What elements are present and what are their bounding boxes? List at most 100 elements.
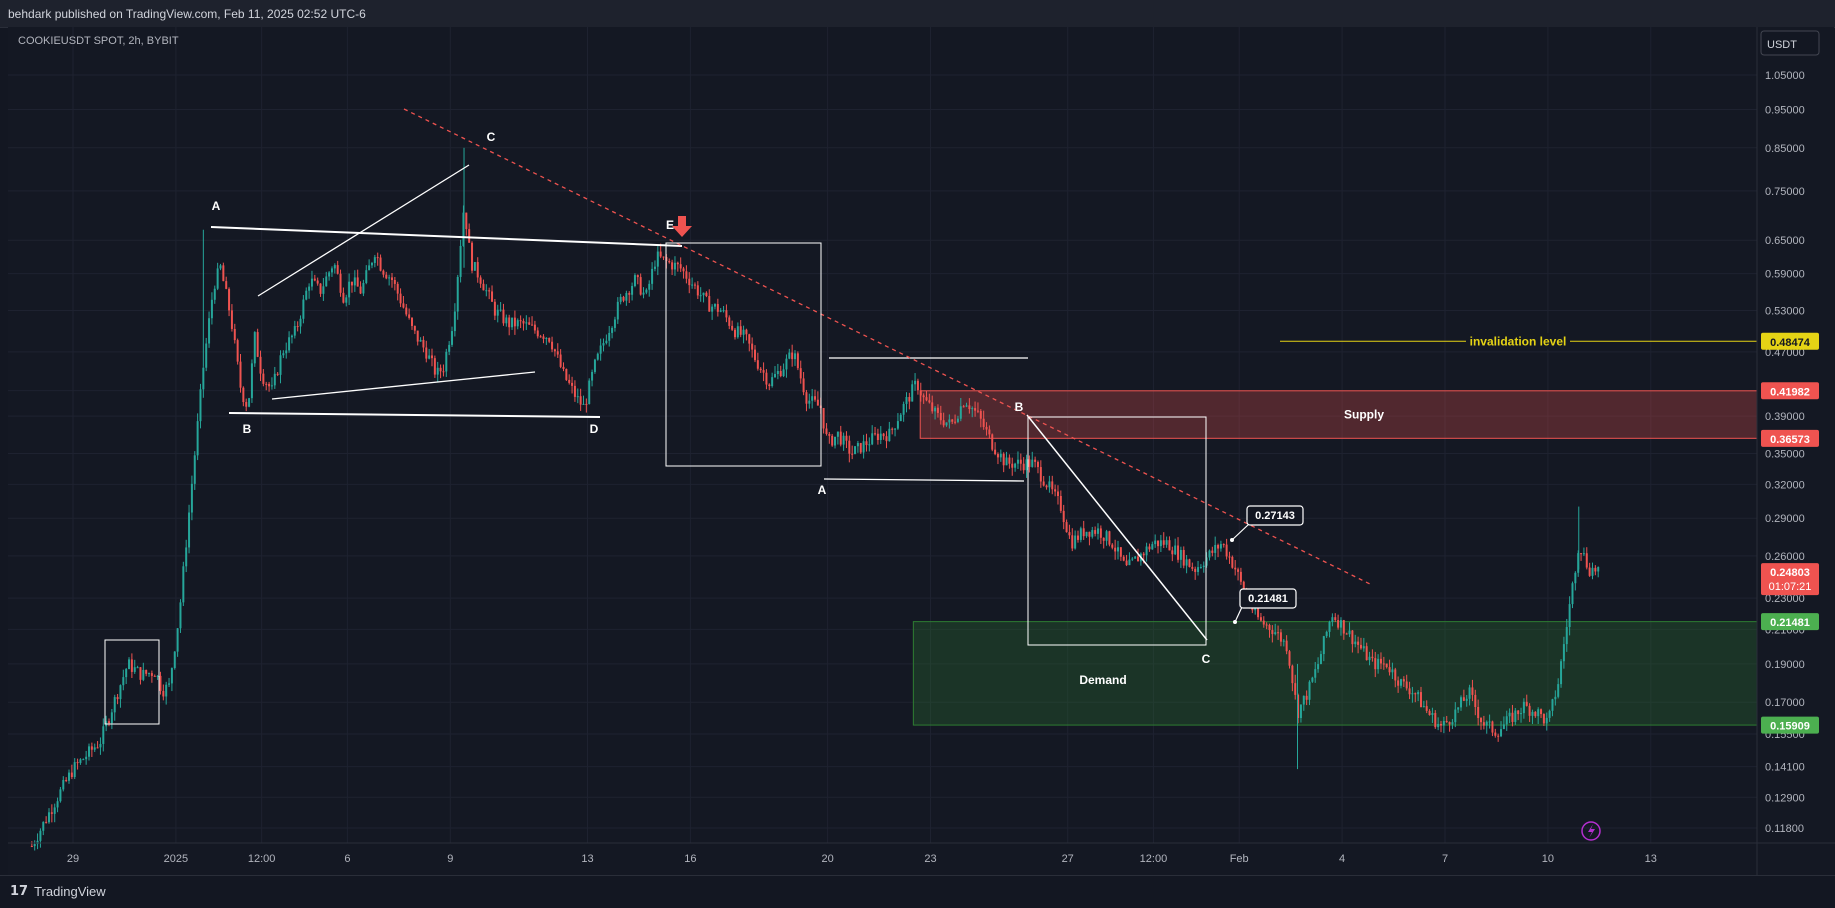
- candle-body: [1102, 537, 1105, 541]
- candle-body: [1019, 459, 1022, 464]
- candle-body: [130, 659, 133, 672]
- candle-body: [571, 382, 574, 386]
- countdown-label: 01:07:21: [1769, 581, 1812, 593]
- candle-body: [165, 684, 168, 697]
- candle-body: [142, 669, 145, 680]
- candle-body: [253, 332, 256, 364]
- candle-body: [262, 373, 265, 384]
- callout-dot: [1233, 620, 1237, 624]
- candle-body: [1488, 721, 1491, 723]
- demand-zone: [912, 621, 1758, 726]
- candle-body: [791, 352, 794, 360]
- candle-body: [1048, 481, 1051, 488]
- candle-body: [519, 320, 522, 322]
- x-tick-label: 4: [1339, 853, 1345, 865]
- lightning-icon[interactable]: [1581, 821, 1601, 841]
- candle-body: [768, 384, 771, 387]
- candle-body: [99, 743, 102, 748]
- candle-body: [90, 746, 93, 750]
- candle-body: [911, 384, 914, 402]
- candle-body: [225, 281, 228, 289]
- price-label-value: 0.48474: [1770, 337, 1811, 349]
- candle-body: [1357, 641, 1360, 645]
- candle-body: [465, 212, 468, 230]
- candle-body: [1474, 694, 1477, 707]
- candle-body: [302, 299, 305, 319]
- candle-body: [445, 351, 448, 372]
- candle-body: [1197, 567, 1200, 572]
- footer: 17 TradingView: [0, 875, 1835, 908]
- candle-body: [116, 697, 119, 700]
- candle-body: [448, 344, 451, 352]
- candle-body: [919, 390, 922, 396]
- candle-body: [313, 278, 316, 281]
- candle-body: [1597, 567, 1600, 572]
- candle-body: [1148, 546, 1151, 550]
- candle-body: [922, 395, 925, 398]
- price-label-value: 0.15909: [1770, 721, 1810, 733]
- candle-body: [1500, 729, 1503, 737]
- candle-body: [1314, 669, 1317, 678]
- candle-body: [382, 270, 385, 275]
- candle-body: [951, 419, 954, 422]
- candle-body: [1531, 711, 1534, 716]
- candle-body: [756, 360, 759, 369]
- candle-body: [1145, 546, 1148, 556]
- wave-label: A: [212, 199, 221, 213]
- candle-body: [865, 441, 868, 446]
- currency-button[interactable]: [1760, 30, 1820, 56]
- candle-body: [1551, 699, 1554, 711]
- candle-body: [848, 440, 851, 454]
- wave-label: A: [818, 483, 827, 497]
- candle-body: [894, 428, 897, 430]
- candle-body: [954, 421, 957, 423]
- wedge-upper-line: [257, 164, 470, 297]
- candle-body: [645, 289, 648, 293]
- candle-body: [30, 845, 33, 847]
- candle-body: [205, 343, 208, 368]
- candle-body: [388, 277, 391, 279]
- candle-body: [1554, 696, 1557, 700]
- candle-body: [576, 396, 579, 398]
- candle-body: [36, 840, 39, 845]
- candle-body: [1391, 669, 1394, 673]
- candle-body: [676, 262, 679, 265]
- candle-body: [173, 651, 176, 669]
- candle-body: [1405, 681, 1408, 689]
- candle-body: [1171, 550, 1174, 555]
- candle-body: [316, 280, 319, 284]
- candle-body: [902, 403, 905, 415]
- candle-body: [613, 319, 616, 328]
- candle-body: [1074, 535, 1077, 549]
- candle-body: [565, 369, 568, 380]
- candle-body: [965, 405, 968, 407]
- candle-body: [156, 675, 159, 677]
- price-label: [1761, 332, 1819, 350]
- price-label: [1761, 429, 1819, 447]
- candle-body: [648, 283, 651, 290]
- candle-body: [196, 421, 199, 456]
- candle-body: [1002, 453, 1005, 466]
- callout-value: 0.27143: [1255, 510, 1295, 522]
- candle-body: [431, 355, 434, 359]
- candle-body: [1337, 620, 1340, 628]
- candle-body: [190, 483, 193, 513]
- tradingview-logo[interactable]: 17 TradingView: [10, 884, 106, 899]
- y-tick-label: 0.11800: [1765, 823, 1804, 835]
- candle-body: [1257, 606, 1260, 618]
- candle-body: [1219, 544, 1222, 549]
- candle-body: [47, 812, 50, 823]
- candle-body: [979, 410, 982, 419]
- x-tick-label: 16: [684, 853, 696, 865]
- candle-body: [999, 453, 1002, 458]
- candle-body: [88, 746, 91, 757]
- y-tick-label: 0.19000: [1765, 659, 1805, 671]
- candle-body: [982, 418, 985, 427]
- candle-body: [1079, 528, 1082, 540]
- candle-body: [1208, 550, 1211, 558]
- candle-body: [1134, 556, 1137, 559]
- candle-body: [591, 371, 594, 381]
- candle-body: [1428, 710, 1431, 716]
- candle-body: [851, 453, 854, 455]
